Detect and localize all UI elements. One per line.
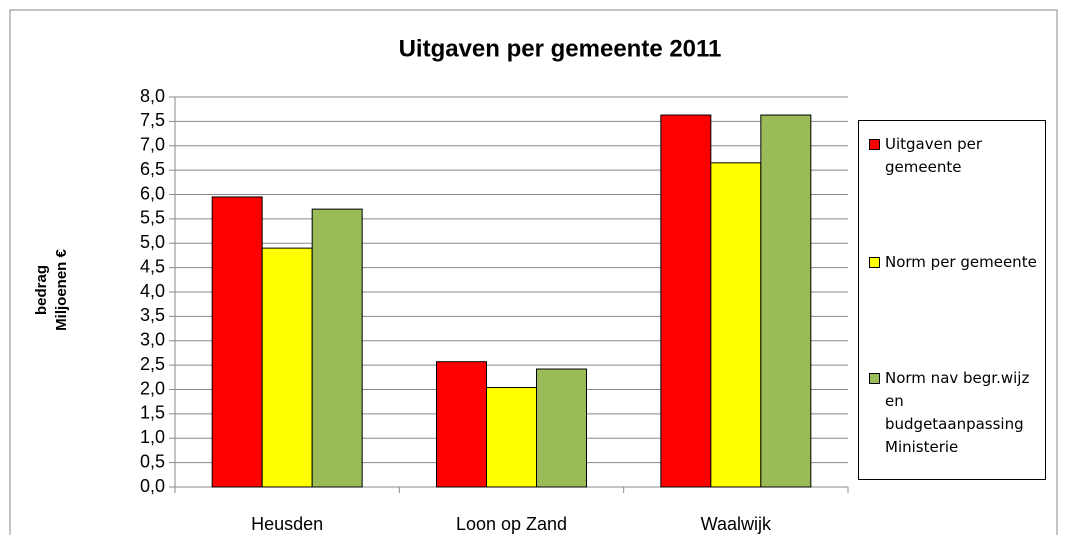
- legend: Uitgaven per gemeente Norm per gemeente No…: [858, 120, 1046, 480]
- y-tick-label: 6,0: [140, 183, 165, 203]
- y-tick-label: 1,5: [140, 403, 165, 423]
- y-tick-label: 3,0: [140, 330, 165, 350]
- legend-label: Norm per gemeente: [885, 253, 1037, 271]
- x-tick-label: Waalwijk: [701, 514, 772, 534]
- y-tick-label: 4,5: [140, 256, 165, 276]
- bar: [710, 162, 762, 488]
- bar: [211, 196, 263, 488]
- y-tick-label: 5,5: [140, 208, 165, 228]
- bar: [660, 114, 712, 488]
- y-tick-label: 7,0: [140, 135, 165, 155]
- bar: [311, 208, 363, 488]
- legend-swatch: [869, 257, 880, 268]
- legend-label: Uitgaven per gemeente: [885, 135, 983, 176]
- chart-title: Uitgaven per gemeente 2011: [399, 35, 722, 62]
- bar: [261, 247, 313, 488]
- y-axis-label: bedrag: [33, 265, 50, 315]
- y-tick-label: 6,5: [140, 159, 165, 179]
- bar: [760, 114, 812, 488]
- bar: [486, 387, 537, 488]
- y-tick-label: 7,5: [140, 110, 165, 130]
- legend-swatch: [869, 139, 880, 150]
- y-tick-label: 4,0: [140, 281, 165, 301]
- y-tick-label: 0,0: [140, 476, 165, 496]
- legend-label: Norm nav begr.wijz en budgetaanpassing M…: [885, 369, 1030, 456]
- bar: [536, 368, 587, 488]
- legend-entry: Norm per gemeente: [869, 251, 1041, 274]
- y-tick-label: 8,0: [140, 86, 165, 106]
- y-tick-label: 0,5: [140, 451, 165, 471]
- y-tick-label: 1,0: [140, 427, 165, 447]
- bar: [436, 361, 487, 488]
- y-tick-label: 5,0: [140, 232, 165, 252]
- y-axis-label: Miljoenen €: [53, 249, 70, 331]
- x-tick-label: Heusden: [251, 514, 323, 534]
- legend-entry: Norm nav begr.wijz en budgetaanpassing M…: [869, 367, 1041, 459]
- legend-swatch: [869, 373, 880, 384]
- y-tick-label: 2,5: [140, 354, 165, 374]
- legend-entry: Uitgaven per gemeente: [869, 133, 1041, 179]
- x-tick-label: Loon op Zand: [456, 514, 567, 534]
- y-tick-label: 3,5: [140, 305, 165, 325]
- y-tick-label: 2,0: [140, 378, 165, 398]
